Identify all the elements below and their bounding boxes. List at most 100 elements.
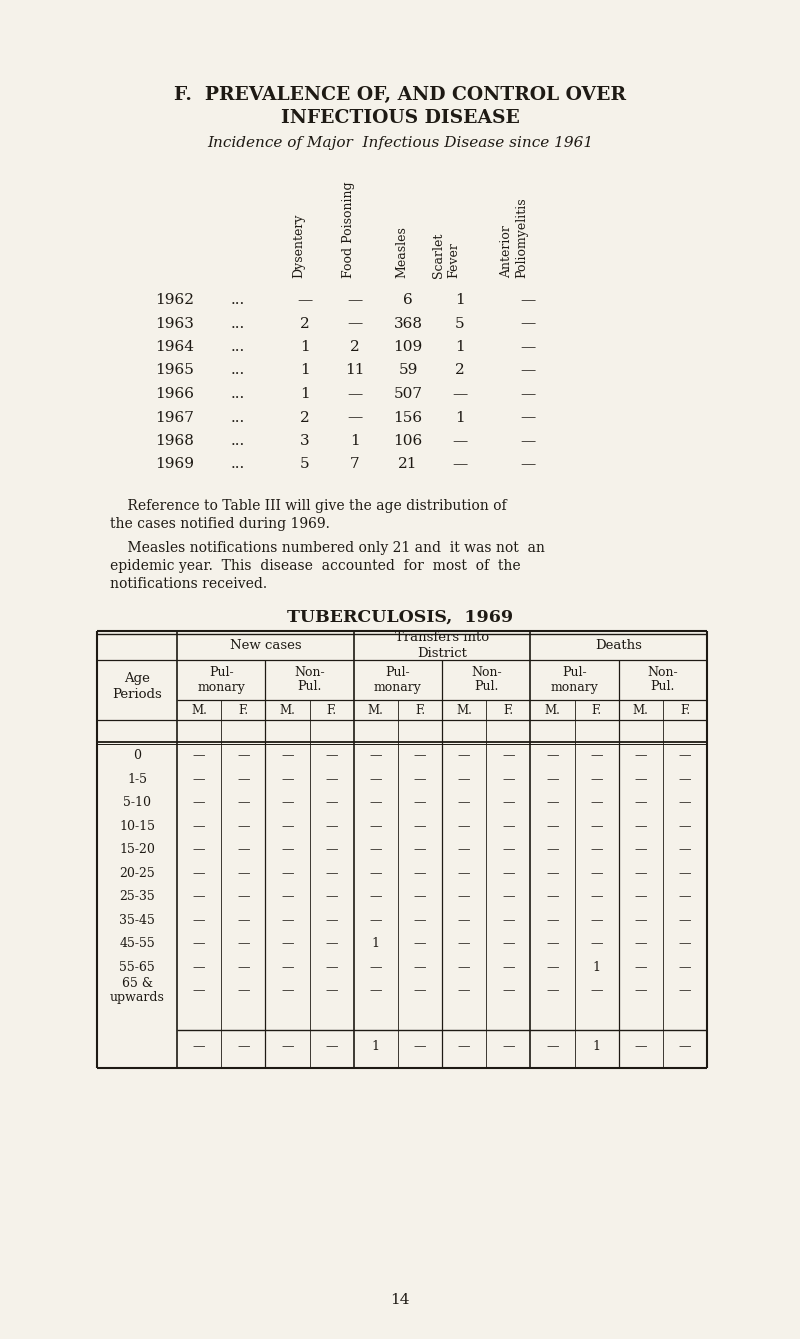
Text: —: — xyxy=(678,1040,691,1054)
Text: —: — xyxy=(370,984,382,998)
Text: Pul-: Pul- xyxy=(209,667,234,679)
Text: 1: 1 xyxy=(455,340,465,353)
Text: —: — xyxy=(634,937,647,951)
Text: —: — xyxy=(237,937,250,951)
Text: —: — xyxy=(634,1040,647,1054)
Text: 1: 1 xyxy=(372,1040,380,1054)
Text: 5: 5 xyxy=(455,316,465,331)
Text: —: — xyxy=(281,961,294,973)
Text: Non-: Non- xyxy=(647,667,678,679)
Text: —: — xyxy=(452,387,468,400)
Text: —: — xyxy=(678,750,691,762)
Text: —: — xyxy=(520,293,536,307)
Text: —: — xyxy=(502,961,514,973)
Text: 1: 1 xyxy=(593,961,601,973)
Text: Pul.: Pul. xyxy=(474,680,498,694)
Text: F.: F. xyxy=(238,703,248,716)
Text: —: — xyxy=(546,890,558,904)
Text: —: — xyxy=(502,797,514,809)
Text: 25-35: 25-35 xyxy=(119,890,155,904)
Text: Age: Age xyxy=(124,672,150,686)
Text: —: — xyxy=(502,890,514,904)
Text: —: — xyxy=(520,411,536,424)
Text: 35-45: 35-45 xyxy=(119,913,155,927)
Text: —: — xyxy=(458,890,470,904)
Text: —: — xyxy=(347,316,362,331)
Text: Scarlet
Fever: Scarlet Fever xyxy=(432,233,460,279)
Text: —: — xyxy=(193,773,206,786)
Text: ...: ... xyxy=(231,458,245,471)
Text: 11: 11 xyxy=(346,363,365,378)
Text: —: — xyxy=(326,1040,338,1054)
Text: —: — xyxy=(281,913,294,927)
Text: 1: 1 xyxy=(455,411,465,424)
Text: monary: monary xyxy=(198,680,245,694)
Text: —: — xyxy=(590,819,603,833)
Text: 109: 109 xyxy=(394,340,422,353)
Text: —: — xyxy=(193,961,206,973)
Text: —: — xyxy=(370,866,382,880)
Text: —: — xyxy=(546,961,558,973)
Text: —: — xyxy=(678,844,691,856)
Text: 1: 1 xyxy=(300,387,310,400)
Text: —: — xyxy=(546,866,558,880)
Text: 368: 368 xyxy=(394,316,422,331)
Text: —: — xyxy=(458,750,470,762)
Text: —: — xyxy=(458,937,470,951)
Text: Measles notifications numbered only 21 and  it was not  an: Measles notifications numbered only 21 a… xyxy=(110,541,545,554)
Text: Transfers into: Transfers into xyxy=(395,631,489,644)
Text: 1: 1 xyxy=(593,1040,601,1054)
Text: —: — xyxy=(678,937,691,951)
Text: 2: 2 xyxy=(300,316,310,331)
Text: F.: F. xyxy=(680,703,690,716)
Text: 1: 1 xyxy=(350,434,360,449)
Text: —: — xyxy=(237,961,250,973)
Text: —: — xyxy=(546,750,558,762)
Text: —: — xyxy=(590,773,603,786)
Text: —: — xyxy=(414,844,426,856)
Text: 5-10: 5-10 xyxy=(123,797,151,809)
Text: 2: 2 xyxy=(300,411,310,424)
Text: 0: 0 xyxy=(133,750,141,762)
Text: Dysentery: Dysentery xyxy=(292,213,305,279)
Text: —: — xyxy=(326,750,338,762)
Text: —: — xyxy=(546,913,558,927)
Text: Non-: Non- xyxy=(471,667,502,679)
Text: —: — xyxy=(347,293,362,307)
Text: —: — xyxy=(326,984,338,998)
Text: —: — xyxy=(590,797,603,809)
Text: —: — xyxy=(281,937,294,951)
Text: 1965: 1965 xyxy=(155,363,194,378)
Text: M.: M. xyxy=(633,703,649,716)
Text: —: — xyxy=(414,1040,426,1054)
Text: Incidence of Major  Infectious Disease since 1961: Incidence of Major Infectious Disease si… xyxy=(207,137,593,150)
Text: —: — xyxy=(634,773,647,786)
Text: 14: 14 xyxy=(390,1293,410,1307)
Text: —: — xyxy=(678,819,691,833)
Text: 2: 2 xyxy=(350,340,360,353)
Text: —: — xyxy=(370,913,382,927)
Text: ...: ... xyxy=(231,316,245,331)
Text: —: — xyxy=(502,844,514,856)
Text: —: — xyxy=(634,797,647,809)
Text: —: — xyxy=(678,984,691,998)
Text: —: — xyxy=(281,1040,294,1054)
Text: 1: 1 xyxy=(300,363,310,378)
Text: —: — xyxy=(502,750,514,762)
Text: —: — xyxy=(281,773,294,786)
Text: —: — xyxy=(458,844,470,856)
Text: TUBERCULOSIS,  1969: TUBERCULOSIS, 1969 xyxy=(287,608,513,625)
Text: —: — xyxy=(414,984,426,998)
Text: —: — xyxy=(281,866,294,880)
Text: —: — xyxy=(590,844,603,856)
Text: Food Poisoning: Food Poisoning xyxy=(342,181,355,279)
Text: —: — xyxy=(520,387,536,400)
Text: 10-15: 10-15 xyxy=(119,819,155,833)
Text: —: — xyxy=(546,984,558,998)
Text: 507: 507 xyxy=(394,387,422,400)
Text: Anterior
Poliomyelitis: Anterior Poliomyelitis xyxy=(500,197,528,279)
Text: Pul-: Pul- xyxy=(562,667,587,679)
Text: —: — xyxy=(634,913,647,927)
Text: —: — xyxy=(281,844,294,856)
Text: —: — xyxy=(414,750,426,762)
